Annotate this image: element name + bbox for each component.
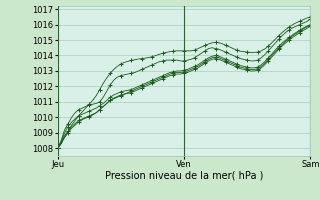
X-axis label: Pression niveau de la mer( hPa ): Pression niveau de la mer( hPa ) (105, 171, 263, 181)
